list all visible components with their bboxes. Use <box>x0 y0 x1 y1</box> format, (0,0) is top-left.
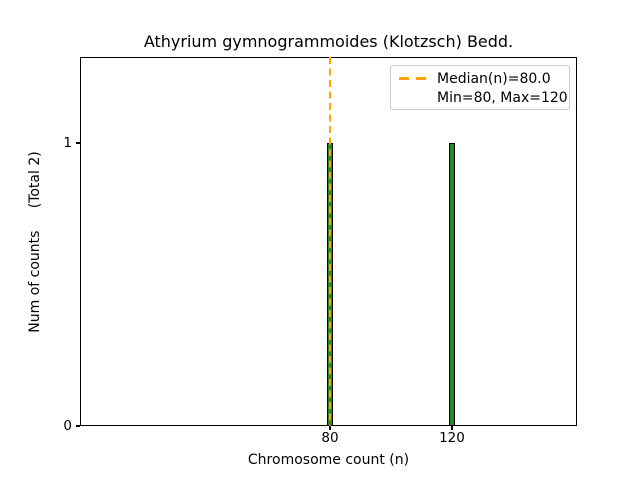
y-axis-label: Num of counts (Total 2) <box>27 151 43 333</box>
median-line <box>328 57 332 426</box>
histogram-bar <box>448 143 456 426</box>
y-tick <box>76 142 80 144</box>
legend-entry: Min=80, Max=120 <box>391 88 569 107</box>
legend-handle-spacer <box>399 96 427 99</box>
legend-label: Min=80, Max=120 <box>437 89 568 106</box>
y-tick <box>76 425 80 427</box>
chart-title: Athyrium gymnogrammoides (Klotzsch) Bedd… <box>143 32 514 51</box>
x-tick-label: 120 <box>439 430 465 446</box>
x-tick <box>451 426 453 430</box>
x-axis-label: Chromosome count (n) <box>247 452 410 468</box>
x-tick <box>329 426 331 430</box>
legend-entry: Median(n)=80.0 <box>391 69 569 88</box>
y-tick-label: 1 <box>63 135 72 152</box>
dashed-line-icon <box>399 77 427 80</box>
legend-label: Median(n)=80.0 <box>437 70 551 87</box>
legend-box: Median(n)=80.0 Min=80, Max=120 <box>390 65 570 110</box>
x-tick-label: 80 <box>321 430 339 446</box>
y-tick-label: 0 <box>63 418 72 434</box>
